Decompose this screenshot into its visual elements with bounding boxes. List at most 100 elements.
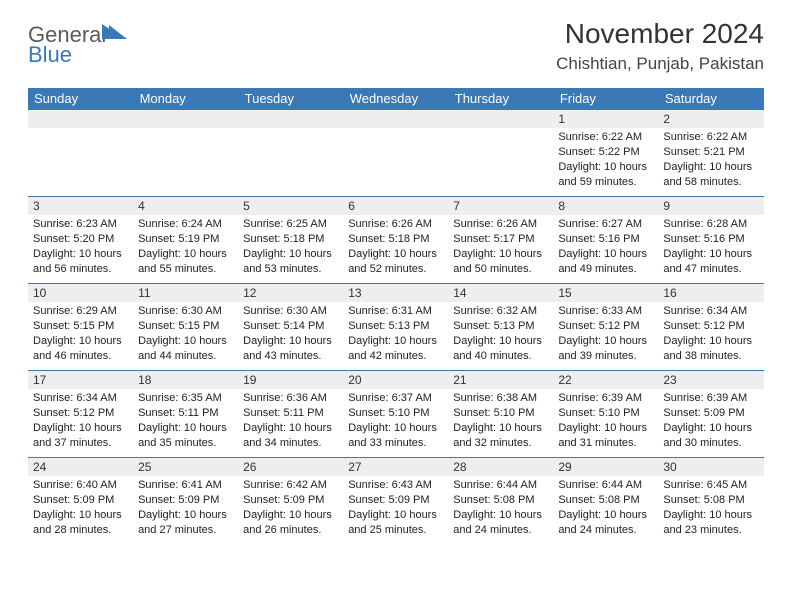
day-data: Sunrise: 6:40 AMSunset: 5:09 PMDaylight:… [28,476,133,541]
calendar-day-cell: 29Sunrise: 6:44 AMSunset: 5:08 PMDayligh… [553,458,658,545]
day-header: Thursday [448,88,553,110]
daylight-text: Daylight: 10 hours and 47 minutes. [663,247,758,277]
day-number: 20 [343,371,448,389]
sunrise-text: Sunrise: 6:32 AM [453,304,548,319]
daylight-text: Daylight: 10 hours and 28 minutes. [33,508,128,538]
daylight-text: Daylight: 10 hours and 31 minutes. [558,421,653,451]
calendar-day-cell [28,110,133,197]
day-number: 18 [133,371,238,389]
calendar-day-cell: 30Sunrise: 6:45 AMSunset: 5:08 PMDayligh… [658,458,763,545]
calendar-day-cell: 18Sunrise: 6:35 AMSunset: 5:11 PMDayligh… [133,371,238,458]
sunset-text: Sunset: 5:11 PM [138,406,233,421]
day-data: Sunrise: 6:39 AMSunset: 5:10 PMDaylight:… [553,389,658,454]
calendar-table: Sunday Monday Tuesday Wednesday Thursday… [28,88,764,545]
calendar-day-cell: 17Sunrise: 6:34 AMSunset: 5:12 PMDayligh… [28,371,133,458]
day-data: Sunrise: 6:26 AMSunset: 5:18 PMDaylight:… [343,215,448,280]
sunrise-text: Sunrise: 6:44 AM [453,478,548,493]
daylight-text: Daylight: 10 hours and 58 minutes. [663,160,758,190]
day-number [28,110,133,128]
day-data: Sunrise: 6:38 AMSunset: 5:10 PMDaylight:… [448,389,553,454]
daylight-text: Daylight: 10 hours and 34 minutes. [243,421,338,451]
sunset-text: Sunset: 5:13 PM [453,319,548,334]
calendar-day-cell: 11Sunrise: 6:30 AMSunset: 5:15 PMDayligh… [133,284,238,371]
day-data: Sunrise: 6:31 AMSunset: 5:13 PMDaylight:… [343,302,448,367]
calendar-day-cell: 2Sunrise: 6:22 AMSunset: 5:21 PMDaylight… [658,110,763,197]
sunset-text: Sunset: 5:12 PM [663,319,758,334]
calendar-day-cell: 5Sunrise: 6:25 AMSunset: 5:18 PMDaylight… [238,197,343,284]
sunrise-text: Sunrise: 6:35 AM [138,391,233,406]
day-number [133,110,238,128]
daylight-text: Daylight: 10 hours and 44 minutes. [138,334,233,364]
day-number: 12 [238,284,343,302]
daylight-text: Daylight: 10 hours and 25 minutes. [348,508,443,538]
calendar-day-cell: 14 Sunrise: 6:32 AMSunset: 5:13 PMDayligh… [448,284,553,371]
sunset-text: Sunset: 5:19 PM [138,232,233,247]
daylight-text: Daylight: 10 hours and 27 minutes. [138,508,233,538]
day-header: Monday [133,88,238,110]
day-header: Tuesday [238,88,343,110]
sunrise-text: Sunrise: 6:44 AM [558,478,653,493]
sunset-text: Sunset: 5:10 PM [453,406,548,421]
sunrise-text: Sunrise: 6:41 AM [138,478,233,493]
day-number: 28 [448,458,553,476]
calendar-day-cell: 16Sunrise: 6:34 AMSunset: 5:12 PMDayligh… [658,284,763,371]
location-label: Chishtian, Punjab, Pakistan [556,54,764,74]
day-header-row: Sunday Monday Tuesday Wednesday Thursday… [28,88,764,110]
day-number: 24 [28,458,133,476]
calendar-week-row: 24Sunrise: 6:40 AMSunset: 5:09 PMDayligh… [28,458,764,545]
day-number: 30 [658,458,763,476]
day-data: Sunrise: 6:37 AMSunset: 5:10 PMDaylight:… [343,389,448,454]
sunrise-text: Sunrise: 6:30 AM [138,304,233,319]
calendar-day-cell: 19Sunrise: 6:36 AMSunset: 5:11 PMDayligh… [238,371,343,458]
sunrise-text: Sunrise: 6:34 AM [33,391,128,406]
sunset-text: Sunset: 5:11 PM [243,406,338,421]
day-number: 14 [448,284,553,302]
sunrise-text: Sunrise: 6:39 AM [663,391,758,406]
calendar-day-cell: 22Sunrise: 6:39 AMSunset: 5:10 PMDayligh… [553,371,658,458]
day-data: Sunrise: 6:44 AMSunset: 5:08 PMDaylight:… [553,476,658,541]
day-number: 10 [28,284,133,302]
sunset-text: Sunset: 5:15 PM [33,319,128,334]
logo-blue-text-wrap: Blue [28,44,72,67]
day-number: 7 [448,197,553,215]
day-number: 26 [238,458,343,476]
day-data: Sunrise: 6:26 AMSunset: 5:17 PMDaylight:… [448,215,553,280]
logo-text-blue: Blue [28,42,72,67]
sunset-text: Sunset: 5:08 PM [558,493,653,508]
daylight-text: Daylight: 10 hours and 24 minutes. [558,508,653,538]
daylight-text: Daylight: 10 hours and 40 minutes. [453,334,548,364]
day-number: 1 [553,110,658,128]
sunrise-text: Sunrise: 6:40 AM [33,478,128,493]
day-data: Sunrise: 6:23 AMSunset: 5:20 PMDaylight:… [28,215,133,280]
calendar-day-cell [133,110,238,197]
sunrise-text: Sunrise: 6:24 AM [138,217,233,232]
calendar-page: General November 2024 Chishtian, Punjab,… [0,0,792,563]
sunrise-text: Sunrise: 6:22 AM [558,130,653,145]
daylight-text: Daylight: 10 hours and 37 minutes. [33,421,128,451]
sunset-text: Sunset: 5:08 PM [453,493,548,508]
calendar-day-cell: 12Sunrise: 6:30 AMSunset: 5:14 PMDayligh… [238,284,343,371]
daylight-text: Daylight: 10 hours and 59 minutes. [558,160,653,190]
sunrise-text: Sunrise: 6:36 AM [243,391,338,406]
calendar-day-cell: 8Sunrise: 6:27 AMSunset: 5:16 PMDaylight… [553,197,658,284]
day-number: 8 [553,197,658,215]
calendar-week-row: 10Sunrise: 6:29 AMSunset: 5:15 PMDayligh… [28,284,764,371]
calendar-week-row: 17Sunrise: 6:34 AMSunset: 5:12 PMDayligh… [28,371,764,458]
day-data: Sunrise: 6:24 AMSunset: 5:19 PMDaylight:… [133,215,238,280]
calendar-day-cell: 9Sunrise: 6:28 AMSunset: 5:16 PMDaylight… [658,197,763,284]
day-number: 3 [28,197,133,215]
calendar-week-row: 3Sunrise: 6:23 AMSunset: 5:20 PMDaylight… [28,197,764,284]
daylight-text: Daylight: 10 hours and 42 minutes. [348,334,443,364]
day-number: 21 [448,371,553,389]
month-title: November 2024 [556,18,764,50]
sunset-text: Sunset: 5:14 PM [243,319,338,334]
day-data: Sunrise: 6:43 AMSunset: 5:09 PMDaylight:… [343,476,448,541]
day-header: Saturday [658,88,763,110]
day-number: 13 [343,284,448,302]
day-number: 29 [553,458,658,476]
calendar-day-cell [448,110,553,197]
daylight-text: Daylight: 10 hours and 46 minutes. [33,334,128,364]
day-number: 6 [343,197,448,215]
sunset-text: Sunset: 5:18 PM [243,232,338,247]
sunset-text: Sunset: 5:13 PM [348,319,443,334]
